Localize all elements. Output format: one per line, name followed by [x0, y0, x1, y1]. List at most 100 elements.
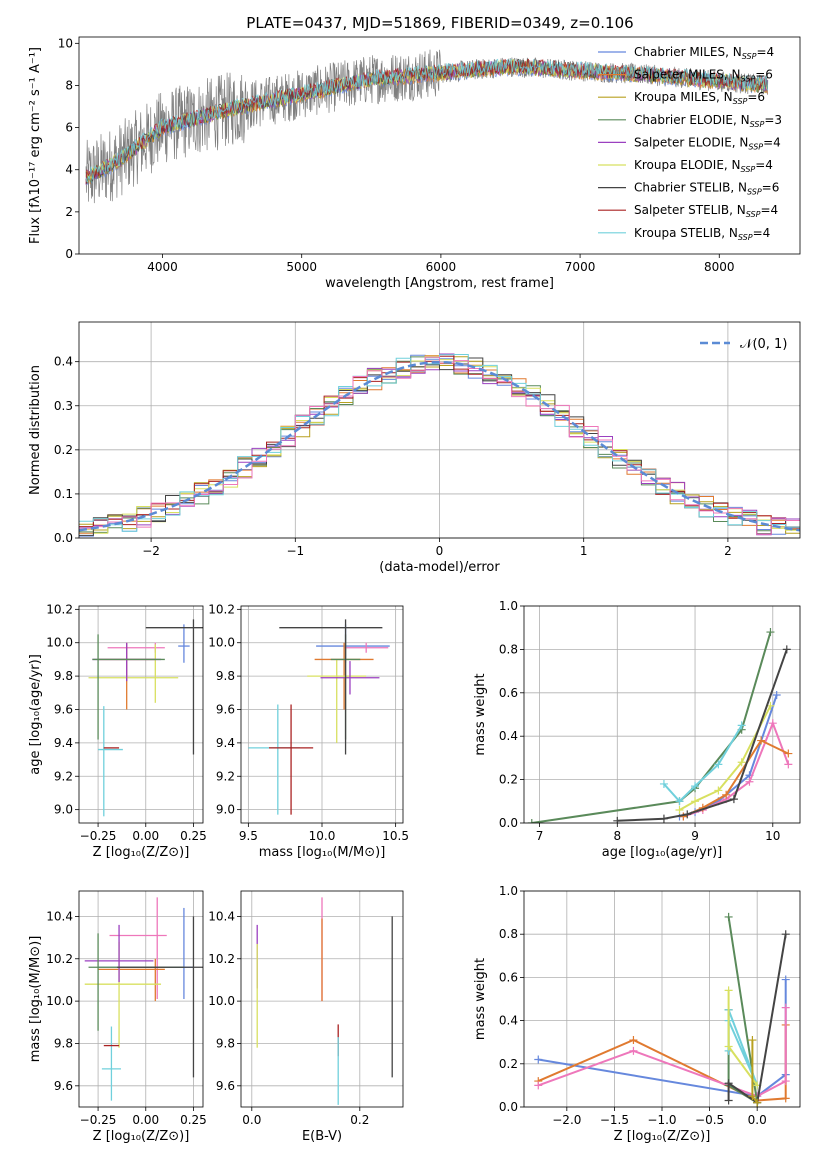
data-point — [98, 706, 123, 817]
y-tick-label: 9.4 — [216, 736, 235, 750]
y-tick-label: 10.0 — [208, 994, 235, 1008]
y-tick-label: 9.2 — [54, 769, 73, 783]
legend-label-subscript: SSP — [741, 165, 756, 174]
series-marker — [737, 758, 746, 767]
chart-mass-weight-vs-Z: −2.0 −1.5 −1.0 −0.5 0.0 0.0 0.2 0.4 0.6 0.8 1.0 Z [… — [473, 884, 801, 1144]
y-tick-label: 9.6 — [54, 702, 73, 716]
x-tick-label: 6000 — [426, 260, 457, 274]
y-tick-label: 0.4 — [499, 1014, 518, 1028]
y-tick-label: 10.0 — [46, 994, 73, 1008]
series-line — [617, 649, 788, 822]
series-marker — [748, 1036, 757, 1045]
series-marker — [629, 1036, 638, 1045]
series-marker — [724, 1096, 733, 1105]
plot-area — [248, 619, 390, 815]
legend-label: Chabrier ELODIE, NSSP=3 — [634, 113, 782, 129]
series-marker — [691, 797, 700, 806]
y-tick-label: 9.8 — [216, 669, 235, 683]
y-tick-label: 0.2 — [499, 773, 518, 787]
series-marker — [768, 719, 777, 728]
y-tick-label: 10.4 — [208, 909, 235, 923]
legend-label-text: Chabrier ELODIE, N — [634, 113, 750, 127]
legend-label-value: =6 — [762, 181, 780, 195]
legend-label-value: =4 — [760, 203, 778, 217]
chart-mass-vs-EBV: 0.0 0.2 9.6 9.8 10.0 10.2 10.4 E(B-V) — [208, 890, 404, 1144]
y-tick-label: 0.3 — [54, 399, 73, 413]
y-tick-label: 0.0 — [499, 1100, 518, 1114]
series-marker — [714, 786, 723, 795]
legend-label-text: Salpeter MILES, N — [634, 68, 741, 82]
y-tick-label: 9.6 — [54, 1079, 73, 1093]
series-marker — [782, 645, 791, 654]
y-tick-label: 10.2 — [46, 602, 73, 616]
legend-label-text: Kroupa MILES, N — [634, 90, 733, 104]
series-marker — [766, 628, 775, 637]
legend-label-subscript: SSP — [747, 188, 762, 197]
axes-frame — [240, 890, 404, 1108]
series-marker — [772, 690, 781, 699]
x-tick-label: 0 — [436, 544, 444, 558]
series-marker — [724, 986, 733, 995]
y-tick-label: 9.6 — [216, 702, 235, 716]
y-axis-label: mass weight — [473, 958, 488, 1040]
legend-label-value: =4 — [763, 135, 781, 149]
series-marker — [629, 1046, 638, 1055]
legend: Chabrier MILES, NSSP=4 Salpeter MILES, N S… — [598, 45, 782, 242]
series-marker — [691, 782, 700, 791]
axes-frame — [78, 321, 801, 539]
axes-frame — [523, 605, 801, 824]
y-tick-label: 0.2 — [54, 443, 73, 457]
y-tick-label: 0.1 — [54, 487, 73, 501]
y-tick-label: 10 — [58, 36, 73, 50]
y-tick-label: 1.0 — [499, 599, 518, 613]
x-tick-label: 0.0 — [242, 1113, 261, 1127]
x-tick-label: 7000 — [565, 260, 596, 274]
x-tick-label: 2 — [724, 544, 732, 558]
data-point — [307, 659, 367, 743]
data-point — [117, 916, 203, 1078]
y-tick-label: 0.0 — [499, 816, 518, 830]
legend: 𝒩(0, 1) — [700, 337, 787, 352]
series-marker — [675, 797, 684, 806]
data-point — [145, 619, 203, 755]
legend-label-subscript: SSP — [746, 210, 761, 219]
series-line — [727, 934, 787, 1105]
x-tick-label: 0.00 — [132, 829, 159, 843]
series-marker — [737, 721, 746, 730]
x-tick-label: 7 — [536, 829, 544, 843]
data-point — [178, 624, 190, 663]
x-tick-label: 8000 — [704, 260, 735, 274]
x-tick-label: 10.5 — [382, 829, 409, 843]
legend-label-text: Chabrier STELIB, N — [634, 181, 747, 195]
x-tick-label: 0.25 — [180, 1113, 207, 1127]
y-axis-label: Flux [fλ10⁻¹⁷ erg cm⁻² s⁻¹ A⁻¹] — [28, 47, 43, 244]
series-marker — [781, 1094, 790, 1103]
legend-label: Chabrier MILES, NSSP=4 — [634, 45, 774, 61]
y-tick-label: 10.0 — [208, 636, 235, 650]
axes-frame — [78, 605, 204, 824]
x-tick-label: −1.5 — [600, 1113, 629, 1127]
data-point — [344, 642, 389, 653]
x-axis-label: Z [log₁₀(Z/Z⊙)] — [93, 845, 190, 860]
data-point — [101, 1026, 121, 1101]
y-tick-label: 8 — [65, 78, 73, 92]
residual-histogram — [79, 356, 800, 535]
plot-area — [79, 353, 800, 537]
model-spectrum-line — [85, 58, 768, 183]
chart-age-vs-Z: −0.25 0.00 0.25 9.0 9.2 9.4 9.6 9.8 10.0 10.2 Z [l… — [28, 602, 207, 860]
y-tick-label: 10.4 — [46, 909, 73, 923]
series-marker — [784, 760, 793, 769]
series-marker — [613, 816, 622, 823]
figure-title: PLATE=0437, MJD=51869, FIBERID=0349, z=0… — [246, 14, 633, 32]
chart-residuals: −2 −1 0 1 2 0.0 0.1 0.2 0.3 0.4 (data-model)/error… — [28, 321, 801, 575]
x-tick-label: −1.0 — [647, 1113, 676, 1127]
legend-label-text: Kroupa STELIB, N — [634, 226, 738, 240]
y-tick-label: 0 — [65, 247, 73, 261]
x-tick-label: 1 — [580, 544, 588, 558]
x-tick-label: 0.00 — [132, 1113, 159, 1127]
legend-label-subscript: SSP — [750, 120, 765, 129]
y-tick-label: 9.8 — [216, 1036, 235, 1050]
legend-label-value: =4 — [755, 158, 773, 172]
series-marker — [534, 1055, 543, 1064]
